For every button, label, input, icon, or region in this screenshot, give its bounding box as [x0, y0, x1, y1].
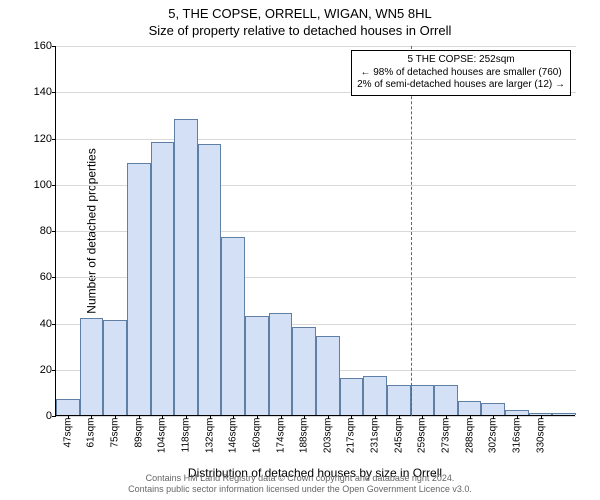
- figure: 5, THE COPSE, ORRELL, WIGAN, WN5 8HL Siz…: [0, 0, 600, 500]
- y-tick-label: 100: [24, 179, 52, 191]
- histogram-bar: [340, 378, 364, 415]
- footer-line-2: Contains public sector information licen…: [128, 484, 472, 494]
- gridline: [56, 139, 576, 140]
- title-address: 5, THE COPSE, ORRELL, WIGAN, WN5 8HL: [0, 0, 600, 21]
- histogram-bar: [434, 385, 458, 415]
- x-tick-label: 75sqm: [110, 418, 121, 448]
- histogram-bar: [481, 403, 505, 415]
- y-tick-label: 80: [24, 225, 52, 237]
- x-tick-label: 330sqm: [535, 418, 546, 454]
- x-tick-label: 104sqm: [157, 418, 168, 454]
- x-tick-label: 316sqm: [511, 418, 522, 454]
- histogram-bar: [292, 327, 316, 415]
- y-tick-mark: [52, 324, 56, 325]
- x-tick-label: 61sqm: [86, 418, 97, 448]
- y-tick-mark: [52, 46, 56, 47]
- histogram-bar: [269, 313, 293, 415]
- x-tick-label: 259sqm: [417, 418, 428, 454]
- y-tick-mark: [52, 231, 56, 232]
- histogram-bar: [151, 142, 175, 415]
- y-tick-mark: [52, 92, 56, 93]
- histogram-bar: [245, 316, 269, 415]
- x-tick-label: 47sqm: [62, 418, 73, 448]
- y-tick-label: 40: [24, 318, 52, 330]
- histogram-bar: [221, 237, 245, 415]
- histogram-bar: [552, 413, 576, 415]
- histogram-bar: [127, 163, 151, 415]
- footer-line-1: Contains HM Land Registry data © Crown c…: [146, 473, 455, 483]
- histogram-bar: [56, 399, 80, 415]
- histogram-bar: [80, 318, 104, 415]
- x-tick-label: 217sqm: [346, 418, 357, 454]
- x-tick-label: 174sqm: [275, 418, 286, 454]
- histogram-bar: [411, 385, 435, 415]
- y-tick-label: 140: [24, 86, 52, 98]
- histogram-bar: [458, 401, 482, 415]
- histogram-bar: [387, 385, 411, 415]
- title-subtitle: Size of property relative to detached ho…: [0, 21, 600, 38]
- x-tick-label: 273sqm: [441, 418, 452, 454]
- x-tick-label: 302sqm: [488, 418, 499, 454]
- x-tick-label: 160sqm: [251, 418, 262, 454]
- y-tick-label: 0: [24, 410, 52, 422]
- y-tick-mark: [52, 139, 56, 140]
- footer: Contains HM Land Registry data © Crown c…: [0, 473, 600, 496]
- histogram-bar: [316, 336, 340, 415]
- y-tick-label: 60: [24, 271, 52, 283]
- histogram-bar: [363, 376, 387, 415]
- x-tick-label: 245sqm: [393, 418, 404, 454]
- reference-line: [411, 46, 412, 416]
- gridline: [56, 46, 576, 47]
- x-tick-label: 231sqm: [370, 418, 381, 454]
- x-tick-label: 132sqm: [204, 418, 215, 454]
- y-tick-mark: [52, 185, 56, 186]
- y-tick-mark: [52, 370, 56, 371]
- plot-region: 02040608010012014016047sqm61sqm75sqm89sq…: [55, 46, 575, 416]
- chart-area: Number of detached properties 0204060801…: [55, 46, 575, 416]
- annotation-line: ← 98% of detached houses are smaller (76…: [357, 67, 565, 80]
- x-tick-label: 89sqm: [133, 418, 144, 448]
- histogram-bar: [198, 144, 222, 415]
- y-tick-label: 20: [24, 364, 52, 376]
- annotation-line: 2% of semi-detached houses are larger (1…: [357, 79, 565, 92]
- y-tick-mark: [52, 277, 56, 278]
- x-tick-label: 118sqm: [181, 418, 192, 453]
- y-tick-label: 120: [24, 133, 52, 145]
- annotation-box: 5 THE COPSE: 252sqm← 98% of detached hou…: [351, 50, 571, 96]
- x-tick-label: 146sqm: [228, 418, 239, 454]
- histogram-bar: [103, 320, 127, 415]
- x-tick-label: 203sqm: [322, 418, 333, 454]
- y-tick-mark: [52, 416, 56, 417]
- annotation-line: 5 THE COPSE: 252sqm: [357, 54, 565, 67]
- x-tick-label: 188sqm: [299, 418, 310, 454]
- x-tick-label: 288sqm: [464, 418, 475, 454]
- histogram-bar: [174, 119, 198, 415]
- y-tick-label: 160: [24, 40, 52, 52]
